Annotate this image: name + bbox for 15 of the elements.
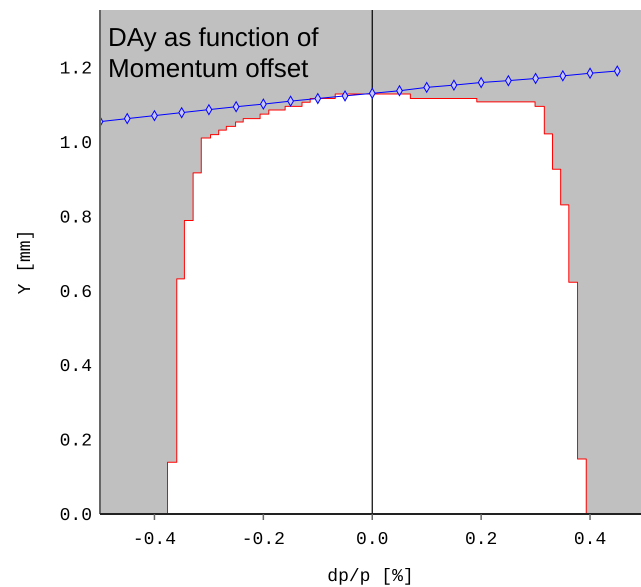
y-tick-label: 1.2 bbox=[60, 60, 92, 80]
y-tick-label: 0.6 bbox=[60, 282, 92, 303]
x-tick-label: -0.4 bbox=[132, 530, 176, 550]
x-tick-label: 0.4 bbox=[574, 530, 606, 550]
x-tick-label: 0.0 bbox=[356, 530, 388, 550]
y-tick-label: 0.0 bbox=[60, 506, 92, 526]
y-tick-label: 0.2 bbox=[60, 432, 92, 452]
y-tick-label: 1.0 bbox=[60, 134, 92, 154]
y-tick-label: 0.8 bbox=[60, 208, 92, 228]
text: DAy as function of Momentum offset bbox=[108, 22, 320, 83]
x-axis-title: dp/p [%] bbox=[327, 567, 414, 587]
y-tick-label: 0.4 bbox=[60, 357, 92, 378]
x-tick-label: 0.2 bbox=[464, 530, 498, 550]
x-tick-label: -0.2 bbox=[242, 530, 285, 550]
y-axis-title: Y [mm] bbox=[16, 230, 36, 294]
